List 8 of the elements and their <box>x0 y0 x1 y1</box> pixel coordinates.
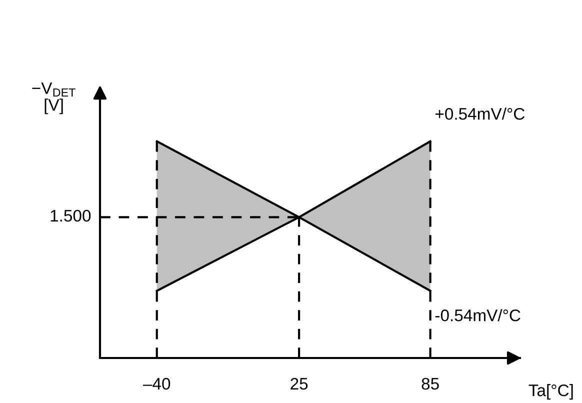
x-tick-label: 85 <box>422 378 439 390</box>
text: 1.500 <box>50 210 91 222</box>
x-tick-label: 25 <box>290 378 308 390</box>
series-label: +0.54mV/°C <box>436 108 525 120</box>
x-tick-label: –40 <box>142 378 170 390</box>
y-axis-title: −V$_{DET}$ [V] <box>32 82 76 114</box>
x-axis-title: Ta[°C] <box>528 384 573 400</box>
series-label: -0.54mV/°C <box>435 309 520 322</box>
